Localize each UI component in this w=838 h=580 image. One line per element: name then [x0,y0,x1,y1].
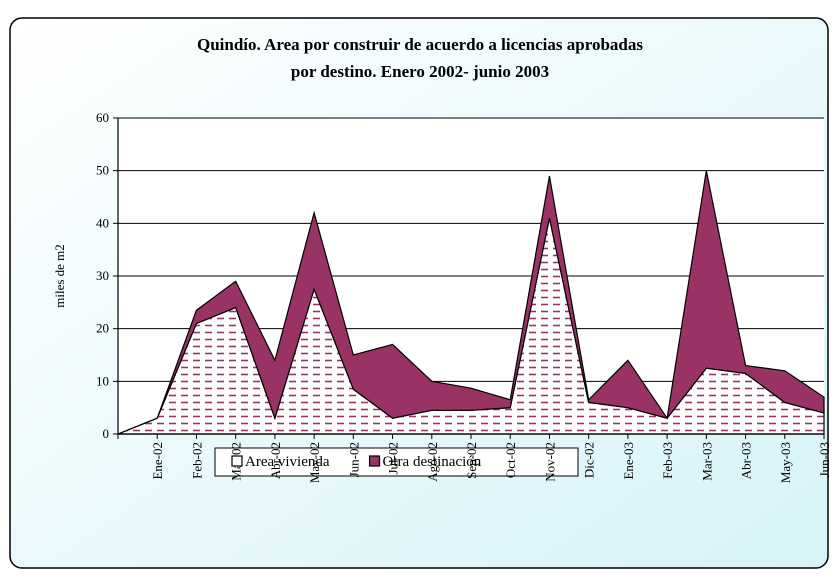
x-tick-label: Feb-02 [189,442,204,479]
x-tick-label: Abr-03 [739,442,754,479]
x-tick-label: May-03 [778,442,793,483]
x-tick-label: Ene-02 [150,442,165,480]
y-axis-label: miles de m2 [52,244,67,308]
legend-swatch [231,455,243,467]
y-tick-label: 0 [103,426,110,441]
x-tick-label: Jul-02 [386,442,401,475]
x-tick-label: May-02 [307,442,322,483]
y-tick-label: 40 [96,215,109,230]
x-tick-label: Abr-02 [268,442,283,479]
x-tick-label: Ago-02 [425,442,440,482]
y-tick-label: 30 [96,268,109,283]
x-tick-label: Ene-03 [621,442,636,480]
x-tick-label: Jun-02 [346,442,361,477]
x-tick-label: Feb-03 [660,442,675,479]
y-tick-label: 10 [96,373,109,388]
y-tick-label: 20 [96,321,109,336]
legend-label: Area vivienda [245,454,330,470]
chart-title: por destino. Enero 2002- junio 2003 [291,62,549,81]
x-tick-label: Jun-03 [817,442,832,477]
y-tick-label: 60 [96,110,109,125]
chart-title: Quindío. Area por construir de acuerdo a… [197,35,643,54]
legend-label: Otra destinación [383,454,482,470]
legend-swatch [368,455,381,467]
x-tick-label: Mar-03 [699,442,714,481]
x-tick-label: Dic-02 [582,442,597,478]
area [117,170,825,435]
x-tick-label: Sep-02 [464,442,479,479]
x-tick-label: Oct-02 [503,442,518,478]
y-tick-label: 50 [96,163,109,178]
x-tick-label: Nov-02 [542,442,557,482]
legend [214,447,579,477]
